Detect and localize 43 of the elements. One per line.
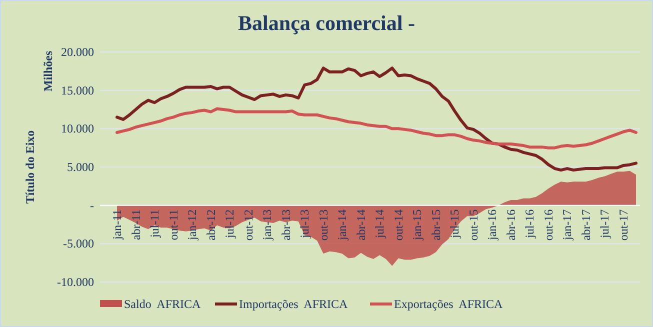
x-tick-label: jan-17: [560, 209, 574, 241]
x-tick-label: out-11: [166, 209, 180, 240]
x-tick-label: abr-13: [278, 209, 293, 240]
legend-label: Exportações AFRICA: [394, 297, 503, 311]
x-tick-label: abr-11: [128, 209, 143, 240]
y-tick-label: -10.000: [57, 275, 94, 289]
x-tick-label: jan-15: [410, 209, 424, 241]
x-tick-label: jul-16: [522, 209, 537, 240]
x-tick-label: out-14: [391, 209, 406, 241]
y-tick-label: 20.000: [61, 45, 94, 59]
line-series: [116, 66, 638, 172]
x-tick-label: jul-15: [448, 209, 462, 240]
x-tick-label: jul-11: [148, 209, 162, 239]
x-tick-label: jan-11: [110, 209, 124, 241]
x-tick-label: jul-12: [222, 209, 237, 240]
y-tick-label: 10.000: [61, 122, 94, 136]
chart-title: Balança comercial -: [238, 11, 415, 35]
x-tick-label: out-12: [241, 209, 256, 241]
y-tick-label: 5.000: [67, 160, 94, 174]
x-tick-label: abr-15: [428, 209, 443, 240]
y-tick-label: -5.000: [63, 236, 94, 251]
x-tick-label: abr-14: [354, 209, 368, 240]
x-tick-label: abr-17: [578, 209, 593, 240]
x-tick-label: abr-16: [504, 209, 518, 240]
x-tick-label: out-15: [466, 209, 480, 241]
x-tick-label: jul-14: [372, 209, 387, 240]
x-tick-label: jul-17: [598, 209, 612, 240]
line-series: [116, 107, 638, 150]
legend-label: Importações AFRICA: [239, 297, 348, 311]
legend-label: Saldo AFRICA: [124, 297, 202, 311]
text: Milhões: [41, 50, 55, 92]
x-tick-label: out-13: [316, 209, 330, 241]
x-tick-label: jan-16: [485, 209, 500, 241]
y-tick-label: 15.000: [61, 83, 94, 98]
x-tick-label: abr-12: [204, 209, 218, 240]
y-tick-label: -: [90, 198, 94, 212]
x-tick-label: jan-13: [260, 209, 274, 241]
y-axis-title: Título do Eixo: [23, 130, 37, 204]
x-tick-label: out-17: [616, 209, 630, 241]
x-tick-label: jan-14: [335, 209, 350, 241]
x-tick-label: jan-12: [185, 209, 200, 241]
x-tick-label: jul-13: [298, 209, 312, 240]
x-tick-label: out-16: [541, 209, 556, 241]
